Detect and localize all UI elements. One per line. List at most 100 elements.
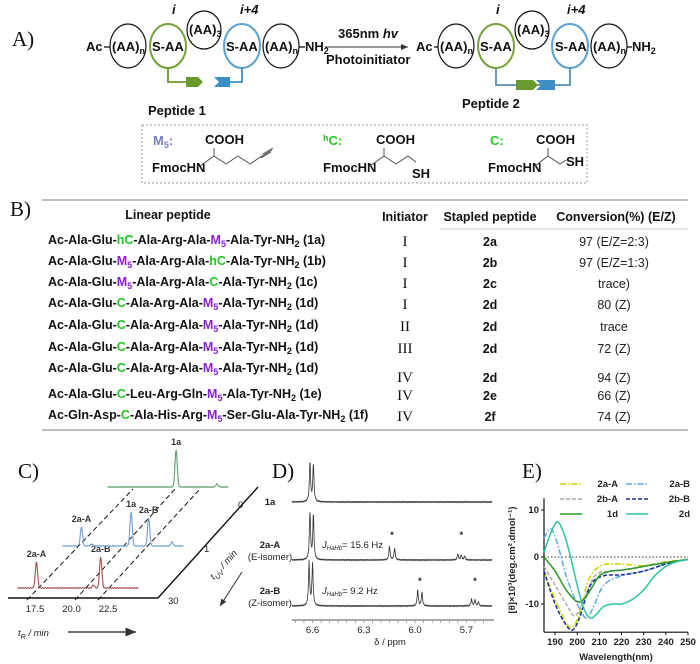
trace-time-label: 1 [204,544,209,555]
header-linear-peptide: Linear peptide [125,208,210,222]
sequence-segment: M [203,296,213,310]
y-axis-label: [θ]×10³(deg.cm².dmol⁻¹) [507,506,518,613]
sequence-segment: Ac-Ala-Glu- [48,340,117,354]
sequence-segment: M [203,340,213,354]
i4-label: i+4 [567,2,586,17]
nmr-spectrum-2a-A [291,512,493,562]
linear-peptide-sequence: Ac-Gln-Asp-C-Ala-His-Arg-M5-Ser-Glu-Ala-… [48,408,368,424]
wavelength-label: 365nm hv [338,26,399,41]
sequence-segment: 2 [294,239,299,249]
coupling-constant: JHaHb= 9.2 Hz [321,586,378,598]
sequence-segment: C [117,361,126,375]
sequence-segment: C [117,340,126,354]
table-row: Ac-Ala-Glu-M5-Ala-Arg-Ala-C-Ala-Tyr-NH2 … [48,275,630,292]
sequence-segment: (1d) [292,340,318,354]
signal-star: * [390,530,394,541]
sequence-segment: -Ala-Arg-Ala- [126,296,203,310]
x-tick-label: 210 [591,637,607,648]
conversion-value: trace [600,320,628,334]
depth-axis-label: tUV / min [208,548,241,583]
conversion-value: 97 (E/Z=1:3) [579,256,649,270]
aa-3-label: (AA)3 [517,22,549,39]
sequence-segment: -Ala-Arg-Ala- [133,233,210,247]
staple-alkene-icon [516,80,538,90]
fmochn-label: FmocHN [323,160,376,175]
sequence-segment: -Ala-Tyr-NH [226,254,295,268]
sequence-segment: M [117,254,127,268]
table-row: Ac-Ala-Glu-M5-Ala-Arg-Ala-hC-Ala-Tyr-NH2… [48,254,649,271]
sequence-segment: Ac-Ala-Glu- [48,361,117,375]
cd-curve-1d [543,556,689,603]
cd-chart: 2a-A 2a-B 2b-A 2b-B 1d 2d 10 0 -10 190 200 210 220 23… [507,479,696,663]
sequence-segment: Ac-Ala-Glu- [48,318,117,332]
hplc-trace-0 [107,449,229,489]
sequence-segment: M [207,408,217,422]
sequence-segment: 5 [217,414,222,424]
sequence-segment: (1a) [300,233,326,247]
i4-label: i+4 [240,2,259,17]
signal-star: * [459,530,463,541]
depth-axis-arrow [219,571,243,607]
aa-n-label: (AA)n [112,39,145,56]
peak-label: 1a [126,499,137,509]
sequence-segment: 2 [294,260,299,270]
x-tick-label: 240 [658,637,674,648]
y-tick-label: -10 [525,599,539,610]
isomer-label: (E-isomer) [248,552,292,563]
sequence-segment: -Ala-Tyr-NH [218,361,287,375]
header-stapled-peptide: Stapled peptide [443,210,536,224]
stapled-peptide-value: 2c [483,277,497,291]
x-tick-label: 17.5 [26,604,45,615]
peak-label: 1a [171,437,182,447]
sequence-segment: -Ala-His-Arg- [130,408,207,422]
guide-dashed-line [74,488,176,601]
initiator-value: III [398,341,413,357]
sequence-segment: -Ala-Tyr-NH [222,387,291,401]
sh-label: SH [566,154,584,169]
sequence-segment: -Ser-Glu-Ala-Tyr-NH [222,408,340,422]
s-aa-label: S-AA [480,39,512,54]
x-tick-label: 22.5 [99,604,118,615]
sequence-segment: -Ala-Arg-Ala- [126,318,203,332]
x-tick-label: 250 [680,637,696,648]
peak-label: 2a-B [139,505,159,515]
sequence-segment: 2 [340,414,345,424]
sequence-segment: -Ala-Tyr-NH [226,233,295,247]
x-tick-label: 6.6 [306,625,319,636]
sequence-segment: C [117,387,126,401]
sequence-segment: Ac-Ala-Glu- [48,387,117,401]
sequence-segment: 5 [217,393,222,403]
guide-dashed-line [97,488,201,601]
photoinitiator-label: Photoinitiator [326,52,411,67]
staple-thioether-icon [536,80,555,90]
sequence-segment: -Ala-Arg-Ala- [132,254,209,268]
conversion-value: trace) [598,277,630,291]
ac-label: Ac [86,39,103,54]
aa-3-circle [186,10,222,50]
sequence-segment: Ac-Ala-Glu- [48,254,117,268]
cooh-label: COOH [536,132,575,147]
coupling-constant: JHaHb= 15.6 Hz [321,540,383,552]
sequence-segment: 5 [127,260,132,270]
table-row: Ac-Ala-Glu-hC-Ala-Arg-Ala-M5-Ala-Tyr-NH2… [48,233,649,250]
header-conversion: Conversion(%) (E/Z) [556,210,675,224]
sequence-segment: Ac-Ala-Glu- [48,233,117,247]
peptide-1-scheme: Ac (AA)n S-AA i (AA)3 S-AA i+4 (AA)n NH2… [86,2,329,118]
sequence-segment: Ac-Gln-Asp- [48,408,121,422]
conversion-value: 80 (Z) [597,298,630,312]
label-part: / min [216,548,240,573]
cooh-label: COOH [376,132,415,147]
label-part: t [18,628,21,639]
cd-curve-2a-A [543,558,689,629]
cooh-label: COOH [205,132,244,147]
fmochn-label: FmocHN [152,160,205,175]
label-part: / min [26,628,49,639]
aa-n-label: (AA)n [265,39,298,56]
c-label: C: [490,133,504,148]
sequence-segment: -Ala-Arg-Ala- [132,275,209,289]
table-row: Ac-Gln-Asp-C-Ala-His-Arg-M5-Ser-Glu-Ala-… [48,408,631,425]
linear-peptide-sequence: Ac-Ala-Glu-C-Ala-Arg-Ala-M5-Ala-Tyr-NH2 … [48,340,318,356]
cd-curve-2b-B [543,558,689,631]
